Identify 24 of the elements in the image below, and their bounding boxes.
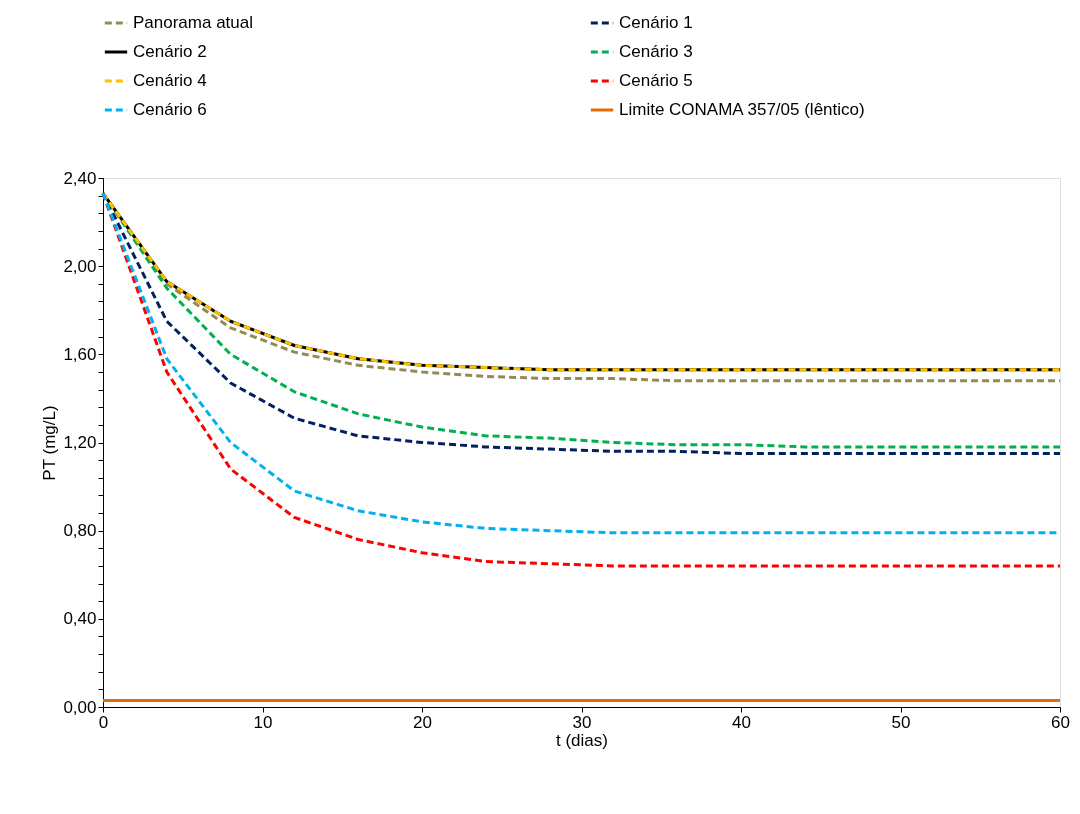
legend-label: Limite CONAMA 357/05 (lêntico) [619,100,865,119]
y-tick-label: 0,00 [63,697,97,717]
legend-label: Cenário 2 [133,42,207,61]
legend-label: Cenário 4 [133,71,207,90]
x-tick-label: 0 [98,712,109,732]
x-axis-title: t (dias) [556,730,608,750]
x-tick-label: 20 [413,712,432,732]
y-axis-title: PT (mg/L) [40,405,60,481]
y-tick-label: 2,00 [63,256,97,276]
legend-label: Cenário 3 [619,42,693,61]
y-tick-label: 0,40 [63,609,97,629]
y-tick-label: 2,40 [63,168,97,188]
x-tick-label: 40 [732,712,751,732]
x-tick-label: 10 [253,712,273,732]
legend-label: Cenário 6 [133,100,207,119]
x-tick-label: 30 [572,712,592,732]
legend-label: Panorama atual [133,13,254,32]
legend-label: Cenário 5 [619,71,693,90]
legend-label: Cenário 1 [619,13,693,32]
y-tick-label: 0,80 [63,521,97,541]
x-tick-label: 60 [1051,712,1070,732]
y-tick-label: 1,60 [63,344,97,364]
y-tick-label: 1,20 [63,433,97,452]
x-tick-label: 50 [891,712,911,732]
